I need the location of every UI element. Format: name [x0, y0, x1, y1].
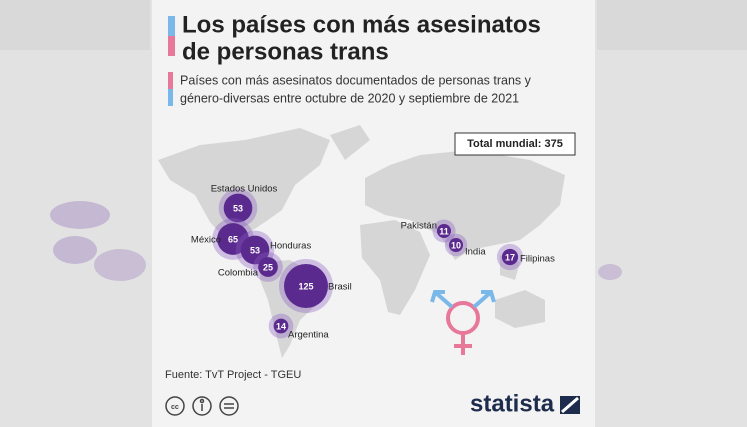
bubble-value: 25: [263, 262, 273, 272]
country-label: Brasil: [328, 282, 352, 293]
bubble: [437, 224, 451, 238]
bubble-value: 14: [276, 321, 286, 331]
brand-icon: [561, 396, 579, 414]
greenland: [330, 125, 370, 160]
bubble-value: 17: [505, 252, 515, 262]
cc-icon: cc: [171, 404, 179, 411]
brand: statista: [470, 390, 555, 417]
subtitle: género-diversas entre octubre de 2020 y …: [180, 91, 519, 105]
trans-symbol: [430, 290, 496, 355]
bubble-value: 65: [228, 234, 238, 244]
bubble-value: 53: [250, 245, 260, 255]
bubble-value: 53: [233, 203, 243, 213]
blur-shape: [53, 236, 97, 264]
world-map: [158, 125, 565, 358]
accent-bar: [168, 72, 173, 89]
north-america: [158, 128, 330, 250]
eurasia: [365, 150, 565, 260]
blur-shape: [598, 264, 622, 280]
country-label: México: [191, 235, 221, 246]
bubble: [223, 193, 253, 223]
country-label: Estados Unidos: [211, 184, 278, 195]
license-icons: [165, 396, 239, 416]
total-box: [454, 132, 576, 156]
country-label: Filipinas: [520, 254, 555, 265]
bubble-value: 11: [439, 226, 449, 236]
bubble: [273, 318, 289, 334]
subtitle: Países con más asesinatos documentados d…: [180, 73, 532, 87]
africa: [360, 220, 430, 315]
bubble: [258, 257, 278, 277]
bubble: [240, 235, 270, 265]
blur-shape: [94, 249, 146, 281]
accent-bar: [168, 36, 175, 56]
country-label: India: [465, 247, 486, 258]
bubble: [501, 248, 519, 266]
total: Total mundial: 375: [467, 138, 563, 150]
accent-bar: [168, 16, 175, 36]
bubble-value: 125: [298, 281, 313, 291]
country-label: Argentina: [288, 330, 329, 341]
blur-shape: [50, 201, 110, 229]
bubble: [284, 264, 328, 308]
bubble-value: 10: [451, 240, 461, 250]
country-label: Honduras: [270, 241, 311, 252]
blur-shape: [0, 0, 150, 50]
country-label: Pakistán: [401, 221, 437, 232]
australia: [495, 290, 545, 328]
title: de personas trans: [182, 38, 389, 65]
title: Los países con más asesinatos: [182, 11, 541, 38]
bubble: [449, 238, 463, 252]
bubble: [217, 223, 249, 255]
source: Fuente: TvT Project - TGEU: [165, 369, 301, 381]
accent-bar: [168, 89, 173, 106]
country-label: Colombia: [218, 268, 259, 279]
blur-shape: [597, 0, 747, 50]
